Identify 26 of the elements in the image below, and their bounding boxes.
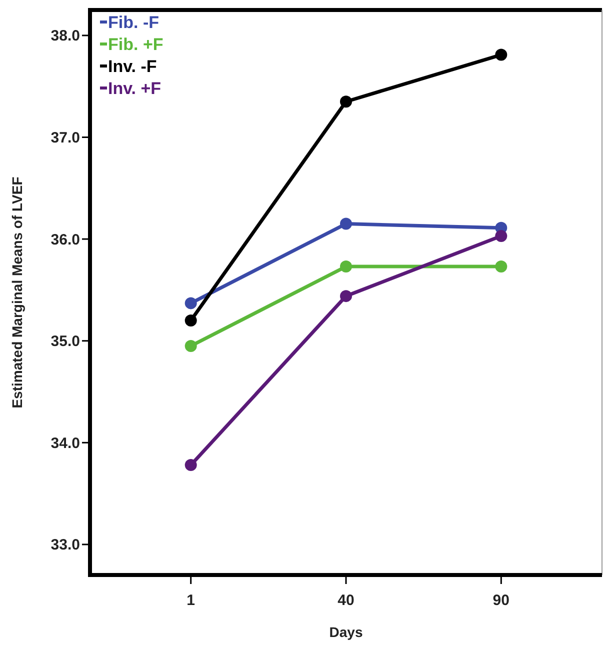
point [495, 230, 508, 242]
y-tick-label: 34.0 [50, 434, 80, 452]
legend-label: Inv. +F [108, 78, 162, 98]
y-axis-title: Estimated Marginal Means of LVEF [9, 176, 25, 408]
point [184, 314, 197, 326]
point [340, 260, 352, 273]
point [340, 290, 352, 302]
point [340, 96, 352, 108]
x-tick-label: 40 [338, 592, 354, 609]
point [495, 260, 508, 273]
y-tick-label: 37.0 [50, 130, 80, 146]
y-tick-label: 36.0 [50, 231, 80, 248]
y-tick-label: 35.0 [50, 333, 80, 350]
point [340, 218, 352, 230]
point [184, 297, 197, 310]
y-tick-label: 38.0 [50, 28, 80, 45]
x-axis-title: Days [329, 624, 363, 640]
x-tick-label: 1 [186, 592, 196, 609]
x-tick-label: 90 [492, 592, 510, 609]
point [184, 459, 197, 472]
legend-label: Fib. +F [108, 34, 164, 54]
point [184, 340, 197, 352]
legend-label: Inv. -F [108, 56, 157, 76]
point [495, 48, 508, 61]
legend-label: Fib. -F [108, 12, 159, 32]
y-tick-label: 33.0 [50, 536, 80, 554]
